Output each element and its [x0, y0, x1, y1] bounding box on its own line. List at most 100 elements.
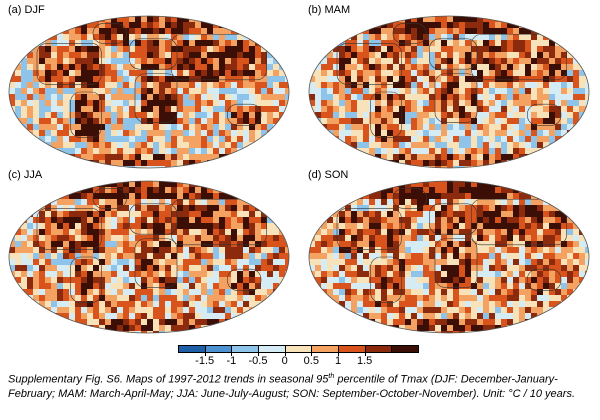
trend-cell — [501, 130, 508, 137]
trend-cell — [189, 235, 196, 242]
trend-cell — [561, 259, 568, 266]
trend-cell — [537, 136, 544, 143]
trend-cell — [339, 271, 346, 278]
trend-cell — [513, 106, 520, 113]
trend-cell — [525, 106, 532, 113]
trend-cell — [51, 277, 58, 284]
trend-cell — [453, 271, 460, 278]
trend-cell — [459, 118, 466, 125]
trend-cell — [63, 76, 70, 83]
trend-cell — [267, 325, 274, 332]
trend-cell — [219, 331, 226, 333]
trend-cell — [429, 229, 436, 236]
trend-cell — [51, 118, 58, 125]
trend-cell — [393, 58, 400, 65]
trend-cell — [33, 160, 40, 167]
trend-cell — [69, 100, 76, 107]
trend-cell — [381, 259, 388, 266]
trend-cell — [249, 40, 256, 47]
trend-cell — [63, 271, 70, 278]
trend-cell — [159, 229, 166, 236]
trend-cell — [477, 148, 484, 155]
trend-cell — [387, 223, 394, 230]
trend-cell — [225, 136, 232, 143]
trend-cell — [153, 235, 160, 242]
trend-cell — [525, 253, 532, 260]
trend-cell — [129, 289, 136, 296]
trend-cell — [363, 70, 370, 77]
trend-cell — [567, 223, 574, 230]
trend-cell — [513, 76, 520, 83]
trend-cell — [327, 319, 334, 326]
trend-cell — [453, 58, 460, 65]
trend-cell — [549, 118, 556, 125]
trend-cell — [201, 46, 208, 53]
trend-cell — [99, 154, 106, 161]
trend-cell — [207, 307, 214, 314]
trend-cell — [315, 22, 322, 29]
trend-cell — [243, 40, 250, 47]
trend-cell — [579, 331, 586, 333]
trend-cell — [411, 325, 418, 332]
trend-cell — [315, 106, 322, 113]
trend-cell — [495, 307, 502, 314]
trend-cell — [531, 118, 538, 125]
trend-cell — [123, 313, 130, 320]
trend-cell — [261, 94, 268, 101]
trend-cell — [177, 187, 184, 194]
trend-cell — [153, 88, 160, 95]
trend-cell — [333, 229, 340, 236]
trend-cell — [183, 193, 190, 200]
trend-cell — [45, 283, 52, 290]
trend-cell — [285, 82, 289, 89]
trend-cell — [471, 112, 478, 119]
trend-cell — [189, 22, 196, 29]
trend-cell — [165, 16, 172, 23]
trend-cell — [177, 94, 184, 101]
trend-cell — [69, 307, 76, 314]
trend-cell — [333, 118, 340, 125]
trend-cell — [267, 235, 274, 242]
trend-cell — [417, 100, 424, 107]
trend-cell — [15, 94, 22, 101]
trend-cell — [507, 34, 514, 41]
trend-cell — [123, 70, 130, 77]
trend-cell — [453, 70, 460, 77]
trend-cell — [81, 130, 88, 137]
trend-cell — [231, 148, 238, 155]
trend-cell — [459, 166, 466, 168]
trend-cell — [39, 331, 46, 333]
trend-cell — [351, 235, 358, 242]
trend-cell — [159, 205, 166, 212]
trend-cell — [585, 34, 589, 41]
trend-cell — [159, 181, 166, 188]
trend-cell — [465, 277, 472, 284]
trend-cell — [489, 124, 496, 131]
trend-cell — [351, 229, 358, 236]
trend-cell — [321, 94, 328, 101]
trend-cell — [267, 289, 274, 296]
trend-cell — [153, 277, 160, 284]
trend-cell — [165, 277, 172, 284]
trend-cell — [585, 229, 589, 236]
trend-cell — [165, 160, 172, 167]
trend-cell — [465, 187, 472, 194]
trend-cell — [471, 40, 478, 47]
trend-cell — [129, 100, 136, 107]
trend-cell — [471, 193, 478, 200]
trend-cell — [573, 235, 580, 242]
trend-cell — [405, 193, 412, 200]
trend-cell — [33, 22, 40, 29]
trend-cell — [105, 76, 112, 83]
trend-cell — [549, 82, 556, 89]
trend-cell — [219, 106, 226, 113]
trend-cell — [321, 205, 328, 212]
trend-cell — [159, 16, 166, 23]
trend-cell — [489, 100, 496, 107]
trend-cell — [261, 205, 268, 212]
trend-cell — [159, 307, 166, 314]
trend-cell — [57, 319, 64, 326]
trend-cell — [471, 100, 478, 107]
trend-cell — [489, 253, 496, 260]
trend-cell — [513, 313, 520, 320]
